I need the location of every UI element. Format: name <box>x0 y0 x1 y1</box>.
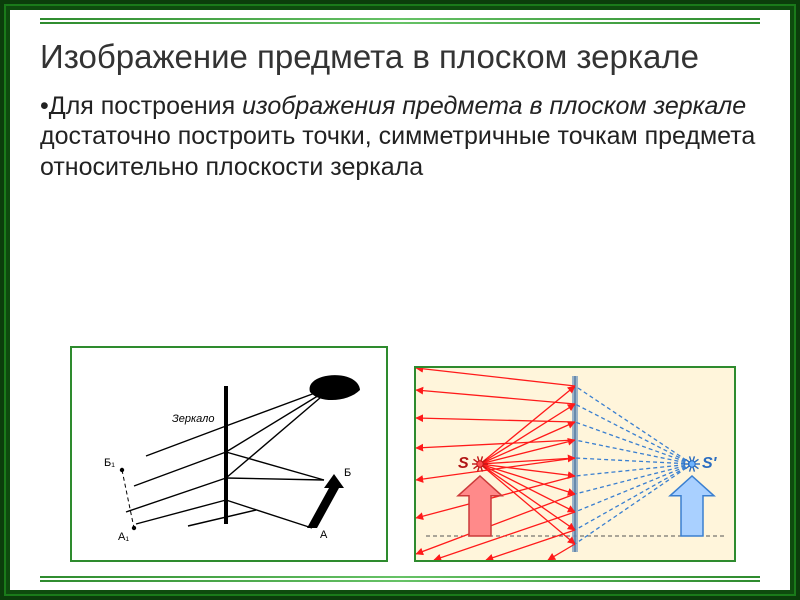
slide: Изображение предмета в плоском зеркале •… <box>10 10 790 590</box>
body-paragraph: •Для построения изображения предмета в п… <box>40 91 760 183</box>
svg-text:А: А <box>320 529 328 541</box>
para-plain-1: Для построения <box>49 92 242 120</box>
svg-text:Б₁: Б₁ <box>104 457 115 469</box>
bullet-char: • <box>40 92 49 120</box>
para-italic: изображения предмета в плоском зеркале <box>242 92 746 120</box>
svg-text:S': S' <box>702 455 718 472</box>
figure-left: Зеркало A₁ Б₁ А Б <box>70 346 388 562</box>
diagram-left-svg: Зеркало A₁ Б₁ А Б <box>76 352 382 556</box>
diagram-right-svg: S S' <box>416 368 734 560</box>
figure-right: S S' <box>414 366 736 562</box>
rule-top <box>40 18 760 24</box>
svg-text:S: S <box>458 455 469 472</box>
svg-text:Зеркало: Зеркало <box>172 413 215 425</box>
svg-text:Б: Б <box>344 467 351 479</box>
rule-bottom <box>40 576 760 582</box>
page-title: Изображение предмета в плоском зеркале <box>40 38 760 77</box>
figures-row: Зеркало A₁ Б₁ А Б S S' <box>70 346 736 562</box>
para-plain-2: достаточно построить точки, симметричные… <box>40 122 755 181</box>
svg-text:A₁: A₁ <box>118 531 129 543</box>
outer-frame: Изображение предмета в плоском зеркале •… <box>4 4 796 596</box>
